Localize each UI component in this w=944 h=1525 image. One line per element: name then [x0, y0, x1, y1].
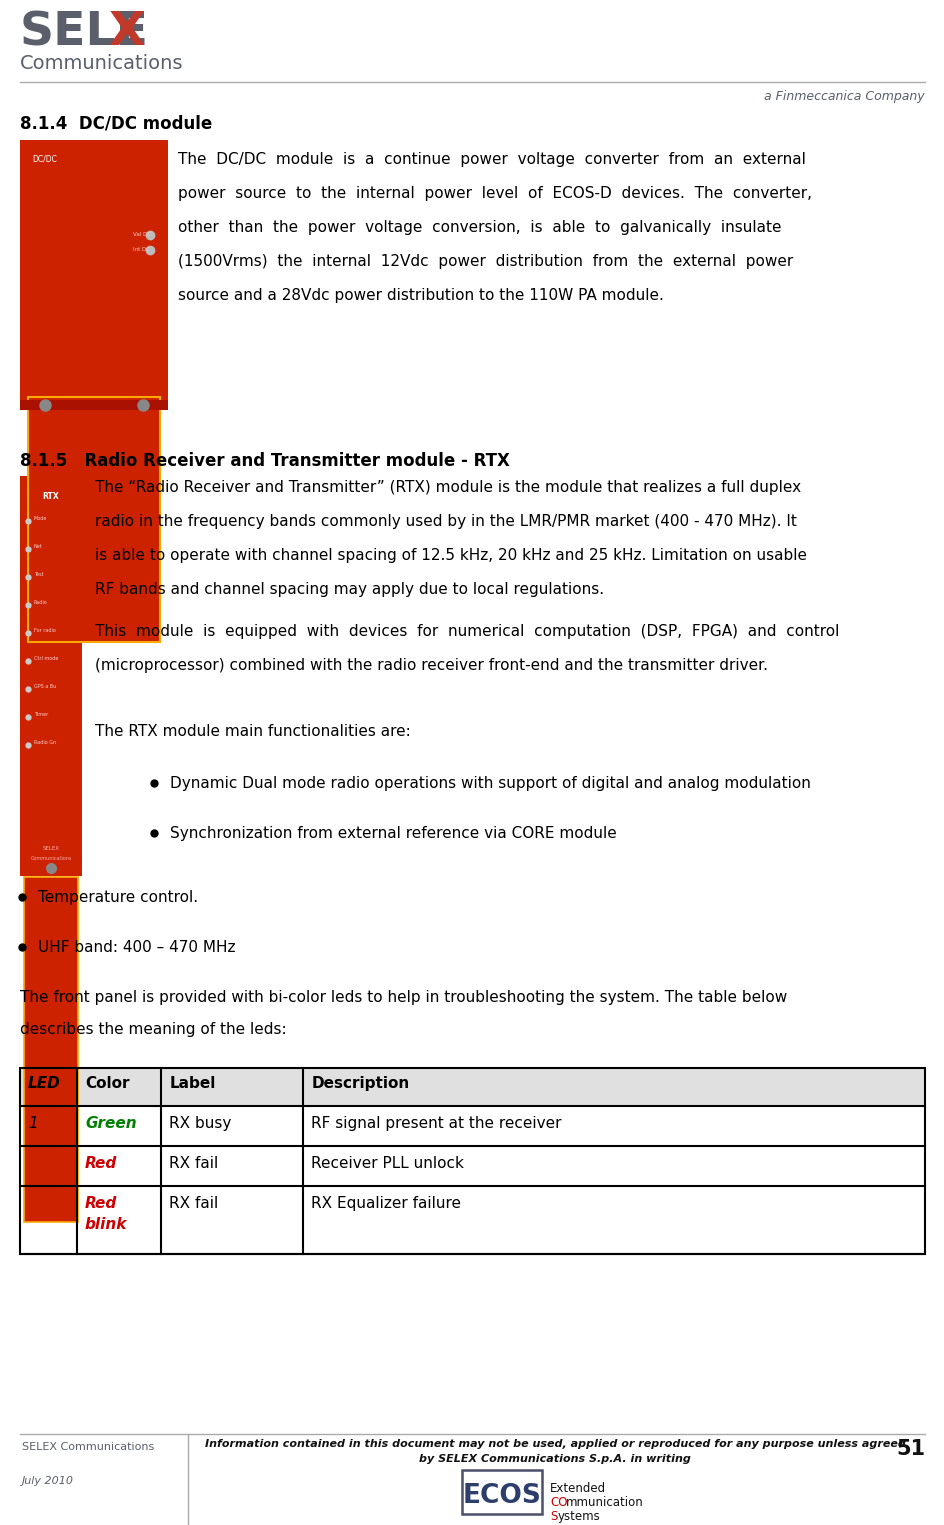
Text: CO: CO [549, 1496, 567, 1510]
Text: Extended: Extended [549, 1482, 605, 1494]
Text: RTX: RTX [42, 493, 59, 502]
Text: power  source  to  the  internal  power  level  of  ECOS-D  devices.  The  conve: power source to the internal power level… [177, 186, 811, 201]
Text: Communications: Communications [30, 856, 72, 862]
Text: Label: Label [169, 1077, 215, 1090]
Text: Red
blink: Red blink [85, 1196, 127, 1232]
Text: Description: Description [311, 1077, 409, 1090]
Bar [20, 1068, 924, 1106]
Bar [20, 140, 168, 410]
Text: ystems: ystems [557, 1510, 600, 1523]
Text: Information contained in this document may not be used, applied or reproduced fo: Information contained in this document m… [204, 1440, 904, 1449]
Text: Test: Test [34, 572, 43, 576]
Text: RX Equalizer failure: RX Equalizer failure [311, 1196, 461, 1211]
Text: Communications: Communications [20, 53, 183, 73]
Text: Radio Gn: Radio Gn [34, 740, 56, 746]
Text: Dynamic Dual mode radio operations with support of digital and analog modulation: Dynamic Dual mode radio operations with … [170, 776, 810, 791]
Text: RX fail: RX fail [169, 1196, 218, 1211]
Text: Receiver PLL unlock: Receiver PLL unlock [311, 1156, 464, 1171]
Text: (microprocessor) combined with the radio receiver front-end and the transmitter : (microprocessor) combined with the radio… [95, 657, 767, 673]
Text: The RTX module main functionalities are:: The RTX module main functionalities are: [95, 724, 411, 740]
Text: LED: LED [28, 1077, 60, 1090]
Text: This  module  is  equipped  with  devices  for  numerical  computation  (DSP,  F: This module is equipped with devices for… [95, 624, 838, 639]
Text: SELE: SELE [20, 11, 149, 55]
Bar [20, 476, 82, 875]
Text: Net: Net [34, 544, 42, 549]
Text: For radio: For radio [34, 628, 56, 633]
Text: RX fail: RX fail [169, 1156, 218, 1171]
Text: The  DC/DC  module  is  a  continue  power  voltage  converter  from  an  extern: The DC/DC module is a continue power vol… [177, 152, 805, 168]
Text: 51: 51 [895, 1440, 924, 1459]
Text: Timer: Timer [34, 712, 48, 717]
Text: Val DC: Val DC [133, 232, 151, 236]
Text: 8.1.4  DC/DC module: 8.1.4 DC/DC module [20, 114, 212, 133]
Text: other  than  the  power  voltage  conversion,  is  able  to  galvanically  insul: other than the power voltage conversion,… [177, 220, 781, 235]
Text: Red: Red [85, 1156, 117, 1171]
Text: DC/DC: DC/DC [32, 154, 57, 163]
Text: Temperature control.: Temperature control. [38, 891, 198, 904]
Text: 1: 1 [28, 1116, 38, 1132]
Bar [20, 1068, 924, 1254]
Text: Color: Color [85, 1077, 129, 1090]
Bar [462, 1470, 542, 1514]
Text: a Finmeccanica Company: a Finmeccanica Company [764, 90, 924, 104]
Text: The front panel is provided with bi-color leds to help in troubleshooting the sy: The front panel is provided with bi-colo… [20, 990, 786, 1005]
Text: Mode: Mode [34, 515, 47, 522]
Text: Green: Green [85, 1116, 137, 1132]
Bar [28, 396, 160, 642]
Text: S: S [549, 1510, 557, 1523]
Text: mmunication: mmunication [565, 1496, 643, 1510]
Text: describes the meaning of the leds:: describes the meaning of the leds: [20, 1022, 286, 1037]
Text: source and a 28Vdc power distribution to the 110W PA module.: source and a 28Vdc power distribution to… [177, 288, 664, 303]
Text: ECOS: ECOS [462, 1482, 541, 1510]
Text: is able to operate with channel spacing of 12.5 kHz, 20 kHz and 25 kHz. Limitati: is able to operate with channel spacing … [95, 547, 806, 563]
Text: radio in the frequency bands commonly used by in the LMR/PMR market (400 - 470 M: radio in the frequency bands commonly us… [95, 514, 796, 529]
Bar [24, 877, 78, 1222]
Text: RX busy: RX busy [169, 1116, 231, 1132]
Text: RF signal present at the receiver: RF signal present at the receiver [311, 1116, 561, 1132]
Text: (1500Vrms)  the  internal  12Vdc  power  distribution  from  the  external  powe: (1500Vrms) the internal 12Vdc power dist… [177, 255, 792, 268]
Text: Int DC: Int DC [133, 247, 150, 252]
Text: SELEX Communications: SELEX Communications [22, 1443, 154, 1452]
Text: Synchronization from external reference via CORE module: Synchronization from external reference … [170, 827, 616, 840]
Text: UHF band: 400 – 470 MHz: UHF band: 400 – 470 MHz [38, 939, 235, 955]
Text: Ctrl mode: Ctrl mode [34, 656, 59, 660]
Bar [20, 400, 168, 410]
Text: by SELEX Communications S.p.A. in writing: by SELEX Communications S.p.A. in writin… [418, 1453, 690, 1464]
Text: X: X [108, 11, 144, 55]
Text: Radio: Radio [34, 599, 48, 605]
Text: 8.1.5   Radio Receiver and Transmitter module - RTX: 8.1.5 Radio Receiver and Transmitter mod… [20, 451, 510, 470]
Text: The “Radio Receiver and Transmitter” (RTX) module is the module that realizes a : The “Radio Receiver and Transmitter” (RT… [95, 480, 801, 496]
Text: July 2010: July 2010 [22, 1476, 74, 1485]
Text: GPS a Bu: GPS a Bu [34, 685, 57, 689]
Text: RF bands and channel spacing may apply due to local regulations.: RF bands and channel spacing may apply d… [95, 583, 603, 596]
Text: SELEX: SELEX [42, 846, 59, 851]
